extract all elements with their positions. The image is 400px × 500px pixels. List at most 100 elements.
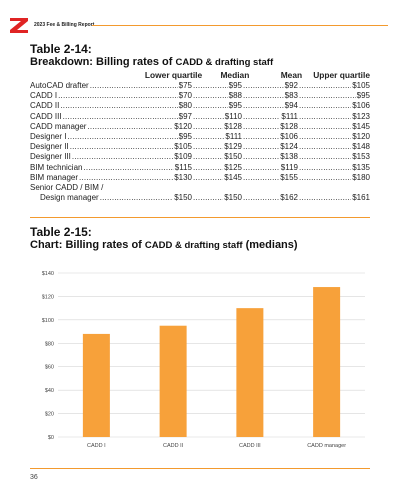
rate-value: $129 (224, 142, 242, 152)
dot-leader (299, 81, 351, 91)
dot-leader (299, 91, 356, 101)
dot-leader (193, 163, 223, 173)
dot-leader (243, 91, 284, 101)
cell-upper-quartile: $106 (298, 101, 370, 111)
rate-value: $75 (178, 81, 192, 90)
row-label: Designer II (30, 142, 69, 152)
y-tick-label: $80 (45, 341, 54, 347)
rate-value: $95 (356, 91, 370, 101)
header-rule (92, 25, 388, 26)
table-row: BIM technician $115 $125 $119 $135 (30, 163, 370, 173)
cell-lower-quartile: BIM technician $115 (30, 163, 192, 173)
dot-leader (243, 101, 284, 111)
rate-value: $138 (280, 152, 298, 162)
dot-leader (243, 81, 284, 91)
dot-leader (299, 132, 351, 142)
rate-value: $128 (280, 121, 298, 131)
cell-median: $150 (192, 152, 242, 162)
rate-value: $180 (352, 172, 370, 182)
rate-value: $88 (228, 91, 242, 101)
dot-leader (90, 81, 178, 91)
dot-leader (299, 112, 351, 122)
row-label: Designer I (30, 131, 67, 141)
row-label: CADD I (30, 91, 58, 101)
cell-median: $125 (192, 163, 242, 173)
dot-leader (243, 112, 280, 122)
dot-leader (243, 193, 279, 203)
x-tick-label: CADD III (239, 443, 261, 449)
dot-leader (72, 152, 173, 162)
rate-value: $97 (178, 111, 192, 121)
col-upper-quartile: Upper quartile (313, 70, 370, 80)
dot-leader (299, 122, 351, 132)
cell-lower-quartile: Design manager $150 (30, 193, 192, 203)
cell-mean: $92 (242, 81, 298, 91)
cell-mean: $138 (242, 152, 298, 162)
rate-value: $119 (280, 162, 298, 172)
table-row: CADD III $97 $110 $111 $123 (30, 112, 370, 122)
dot-leader (299, 101, 351, 111)
table-row: Design manager $150 $150 $162 $161 (30, 193, 370, 203)
cell-upper-quartile: $153 (298, 152, 370, 162)
dot-leader (243, 122, 279, 132)
rates-table: Lower quartile Median Mean Upper quartil… (30, 70, 370, 203)
rate-value: $95 (178, 131, 192, 141)
median-rates-bar-chart: $0 $20 $40 $60 $80 $100 $120 $140 CADD I CADD II C… (42, 271, 365, 449)
rate-value: $155 (280, 172, 298, 182)
dot-leader (299, 163, 351, 173)
dot-leader (243, 132, 279, 142)
dot-leader (243, 163, 280, 173)
cell-upper-quartile: $145 (298, 122, 370, 132)
dot-leader (193, 101, 228, 111)
row-label: Senior CADD / BIM / (30, 182, 104, 192)
bar-cadd-manager (313, 287, 341, 437)
dot-leader (193, 132, 224, 142)
cell-mean: $83 (242, 91, 298, 101)
rate-value: $110 (224, 111, 242, 121)
dot-leader (83, 163, 173, 173)
rate-value: $94 (284, 101, 298, 111)
bar-cadd-ii (159, 325, 187, 437)
col-median: Median (220, 70, 250, 80)
rate-value: $161 (352, 193, 370, 203)
table-row: CADD manager $120 $128 $128 $145 (30, 122, 370, 132)
rate-value: $150 (224, 193, 242, 203)
dot-leader (193, 112, 224, 122)
rate-value: $111 (281, 111, 298, 121)
cell-upper-quartile: $135 (298, 163, 370, 173)
cell-median: $129 (192, 142, 242, 152)
table-row-label-line: Senior CADD / BIM / (30, 183, 370, 193)
cell-lower-quartile: CADD manager $120 (30, 122, 192, 132)
rate-value: $83 (284, 91, 298, 101)
cell-lower-quartile: Designer I $95 (30, 132, 192, 142)
rate-value: $105 (174, 142, 192, 152)
y-tick-label: $60 (45, 365, 54, 371)
col-lower-quartile: Lower quartile (144, 70, 203, 80)
dot-leader (193, 152, 223, 162)
cell-median: $110 (192, 112, 242, 122)
cell-mean: $94 (242, 101, 298, 111)
dot-leader (79, 173, 173, 183)
dot-leader (299, 173, 351, 183)
cell-mean: $128 (242, 122, 298, 132)
table-2-15-subtitle-main: Chart: Billing rates of (30, 239, 145, 251)
cell-upper-quartile: $123 (298, 112, 370, 122)
rate-value: $120 (352, 131, 370, 141)
cell-median: $88 (192, 91, 242, 101)
table-2-15-label: Table 2-15: (30, 225, 92, 239)
dot-leader (193, 142, 223, 152)
dot-leader (193, 122, 223, 132)
row-label: AutoCAD drafter (30, 81, 89, 90)
footer-rule (30, 468, 370, 469)
table-row: CADD I $70 $88 $83 $95 (30, 91, 370, 101)
cell-lower-quartile: Designer III $109 (30, 152, 192, 162)
cell-mean: $111 (242, 112, 298, 122)
report-title: 2023 Fee & Billing Report (34, 22, 95, 28)
cell-median: $95 (192, 101, 242, 111)
rate-value: $105 (352, 81, 370, 90)
table-row: CADD II $80 $95 $94 $106 (30, 101, 370, 111)
dot-leader (193, 173, 223, 183)
page-header: 2023 Fee & Billing Report (10, 6, 390, 36)
rate-value: $92 (284, 81, 298, 90)
rate-value: $123 (352, 111, 370, 121)
